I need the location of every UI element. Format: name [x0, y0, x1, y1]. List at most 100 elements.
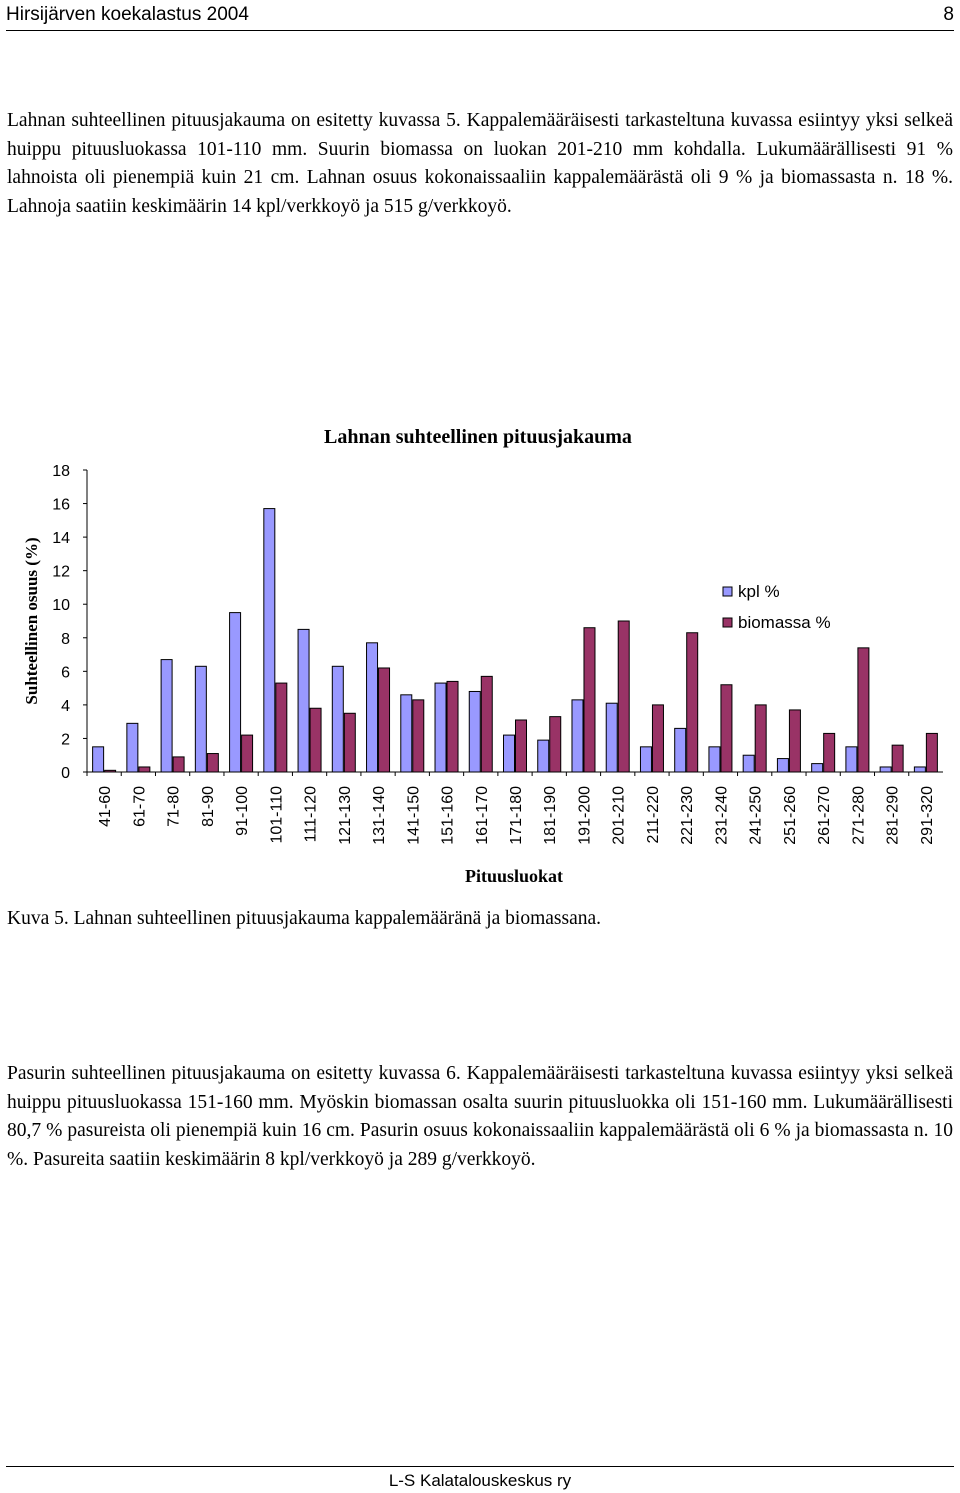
y-tick-label: 14: [52, 530, 70, 547]
bar-biomassa: [754, 704, 767, 773]
bar-kpl: [845, 746, 858, 773]
bar-biomassa: [617, 620, 630, 773]
x-tick-label: 71-80: [166, 786, 183, 827]
x-tick-label: 131-140: [371, 786, 388, 845]
bar-kpl: [571, 699, 584, 773]
legend-label-kpl: kpl %: [738, 582, 780, 601]
bar-kpl: [366, 642, 379, 773]
x-tick-label: 161-170: [474, 786, 491, 845]
y-tick-label: 16: [52, 497, 70, 514]
bar-biomassa: [857, 647, 870, 773]
bar-biomassa: [480, 675, 493, 773]
bar-kpl: [194, 665, 207, 773]
y-tick-label: 2: [61, 731, 70, 748]
x-tick-label: 181-190: [542, 786, 559, 845]
bar-biomassa: [686, 632, 699, 773]
figure-caption: Kuva 5. Lahnan suhteellinen pituusjakaum…: [7, 908, 601, 929]
length-distribution-chart: Lahnan suhteellinen pituusjakauma Suhtee…: [22, 426, 943, 886]
page-header: Hirsijärven koekalastus 2004 8: [6, 0, 954, 31]
bar-biomassa: [446, 680, 459, 773]
x-tick-label: 201-210: [611, 786, 628, 845]
bar-kpl: [434, 682, 447, 773]
bar-biomassa: [206, 753, 219, 773]
x-tick-label: 281-290: [885, 786, 902, 845]
x-tick-label: 121-130: [337, 786, 354, 845]
bar-kpl: [879, 766, 892, 773]
bar-biomassa: [720, 684, 733, 773]
legend: kpl % biomassa %: [722, 582, 831, 632]
x-tick-label: 151-160: [440, 786, 457, 845]
bar-kpl: [92, 746, 105, 773]
bar-biomassa: [583, 627, 596, 773]
legend-swatch-biomassa: [722, 617, 733, 628]
y-tick-label: 4: [61, 698, 70, 715]
x-tick-label: 191-200: [576, 786, 593, 845]
y-tick-label: 10: [52, 597, 70, 614]
bar-kpl: [674, 727, 687, 773]
bar-kpl: [708, 746, 721, 773]
x-tick-label: 61-70: [131, 786, 148, 827]
bar-biomassa: [549, 716, 562, 773]
bar-kpl: [776, 758, 789, 773]
bar-kpl: [537, 739, 550, 773]
page-number: 8: [943, 4, 954, 25]
bar-biomassa: [378, 667, 391, 773]
y-tick-label: 0: [61, 765, 70, 782]
bar-biomassa: [925, 732, 938, 773]
bar-biomassa: [788, 709, 801, 773]
bar-biomassa: [651, 704, 664, 773]
bar-biomassa: [275, 682, 288, 773]
bar-kpl: [297, 628, 310, 773]
x-tick-label: 291-320: [919, 786, 936, 845]
bar-biomassa: [309, 707, 322, 773]
bar-kpl: [605, 702, 618, 773]
legend-swatch-kpl: [722, 586, 733, 597]
x-tick-label: 171-180: [508, 786, 525, 845]
x-tick-label: 261-270: [816, 786, 833, 845]
bar-biomassa: [241, 734, 254, 773]
bar-biomassa: [891, 744, 904, 773]
x-tick-label: 231-240: [713, 786, 730, 845]
x-tick-label: 91-100: [234, 786, 251, 836]
x-tick-label: 241-250: [748, 786, 765, 845]
y-axis-label: Suhteellinen osuus (%): [22, 537, 41, 704]
bar-kpl: [913, 766, 926, 773]
x-tick-label: 221-230: [679, 786, 696, 845]
bar-biomassa: [515, 719, 527, 773]
bar-biomassa: [343, 712, 356, 773]
bar-biomassa: [823, 732, 836, 773]
y-tick-label: 6: [61, 664, 70, 681]
bar-kpl: [160, 659, 173, 773]
y-tick-label: 12: [52, 564, 70, 581]
bar-kpl: [400, 694, 413, 773]
bar-kpl: [229, 612, 242, 773]
x-tick-label: 211-220: [645, 786, 662, 844]
x-tick-label: 111-120: [303, 786, 320, 842]
y-tick-label: 18: [52, 463, 70, 480]
bar-kpl: [639, 746, 652, 773]
chart-title: Lahnan suhteellinen pituusjakauma: [324, 426, 632, 448]
legend-label-biomassa: biomassa %: [738, 613, 831, 632]
bar-kpl: [742, 754, 755, 773]
x-tick-label: 141-150: [405, 786, 422, 845]
bar-biomassa: [412, 699, 425, 773]
bar-biomassa: [172, 756, 185, 773]
x-tick-label: 41-60: [97, 786, 114, 827]
header-title: Hirsijärven koekalastus 2004: [6, 4, 249, 25]
bar-kpl: [503, 734, 515, 773]
page-footer: L-S Kalatalouskeskus ry: [6, 1466, 954, 1493]
y-axis: 0 2 4 6 8 10 12 14 16 18: [52, 463, 87, 782]
x-tick-label: 251-260: [782, 786, 799, 845]
bar-kpl: [811, 763, 824, 773]
bar-kpl: [468, 690, 481, 773]
x-tick-label: 81-90: [200, 786, 217, 827]
bar-kpl: [263, 508, 276, 773]
x-tick-label: 101-110: [268, 786, 285, 844]
paragraph-lahna: Lahnan suhteellinen pituusjakauma on esi…: [7, 110, 953, 217]
y-tick-label: 8: [61, 631, 70, 648]
x-axis: 41-60 61-70 71-80 81-90 91-100 101-110 111-120…: [86, 772, 936, 845]
bars: [92, 508, 938, 773]
bar-kpl: [126, 722, 139, 773]
x-tick-label: 271-280: [850, 786, 867, 845]
x-axis-label: Pituusluokat: [465, 866, 563, 886]
